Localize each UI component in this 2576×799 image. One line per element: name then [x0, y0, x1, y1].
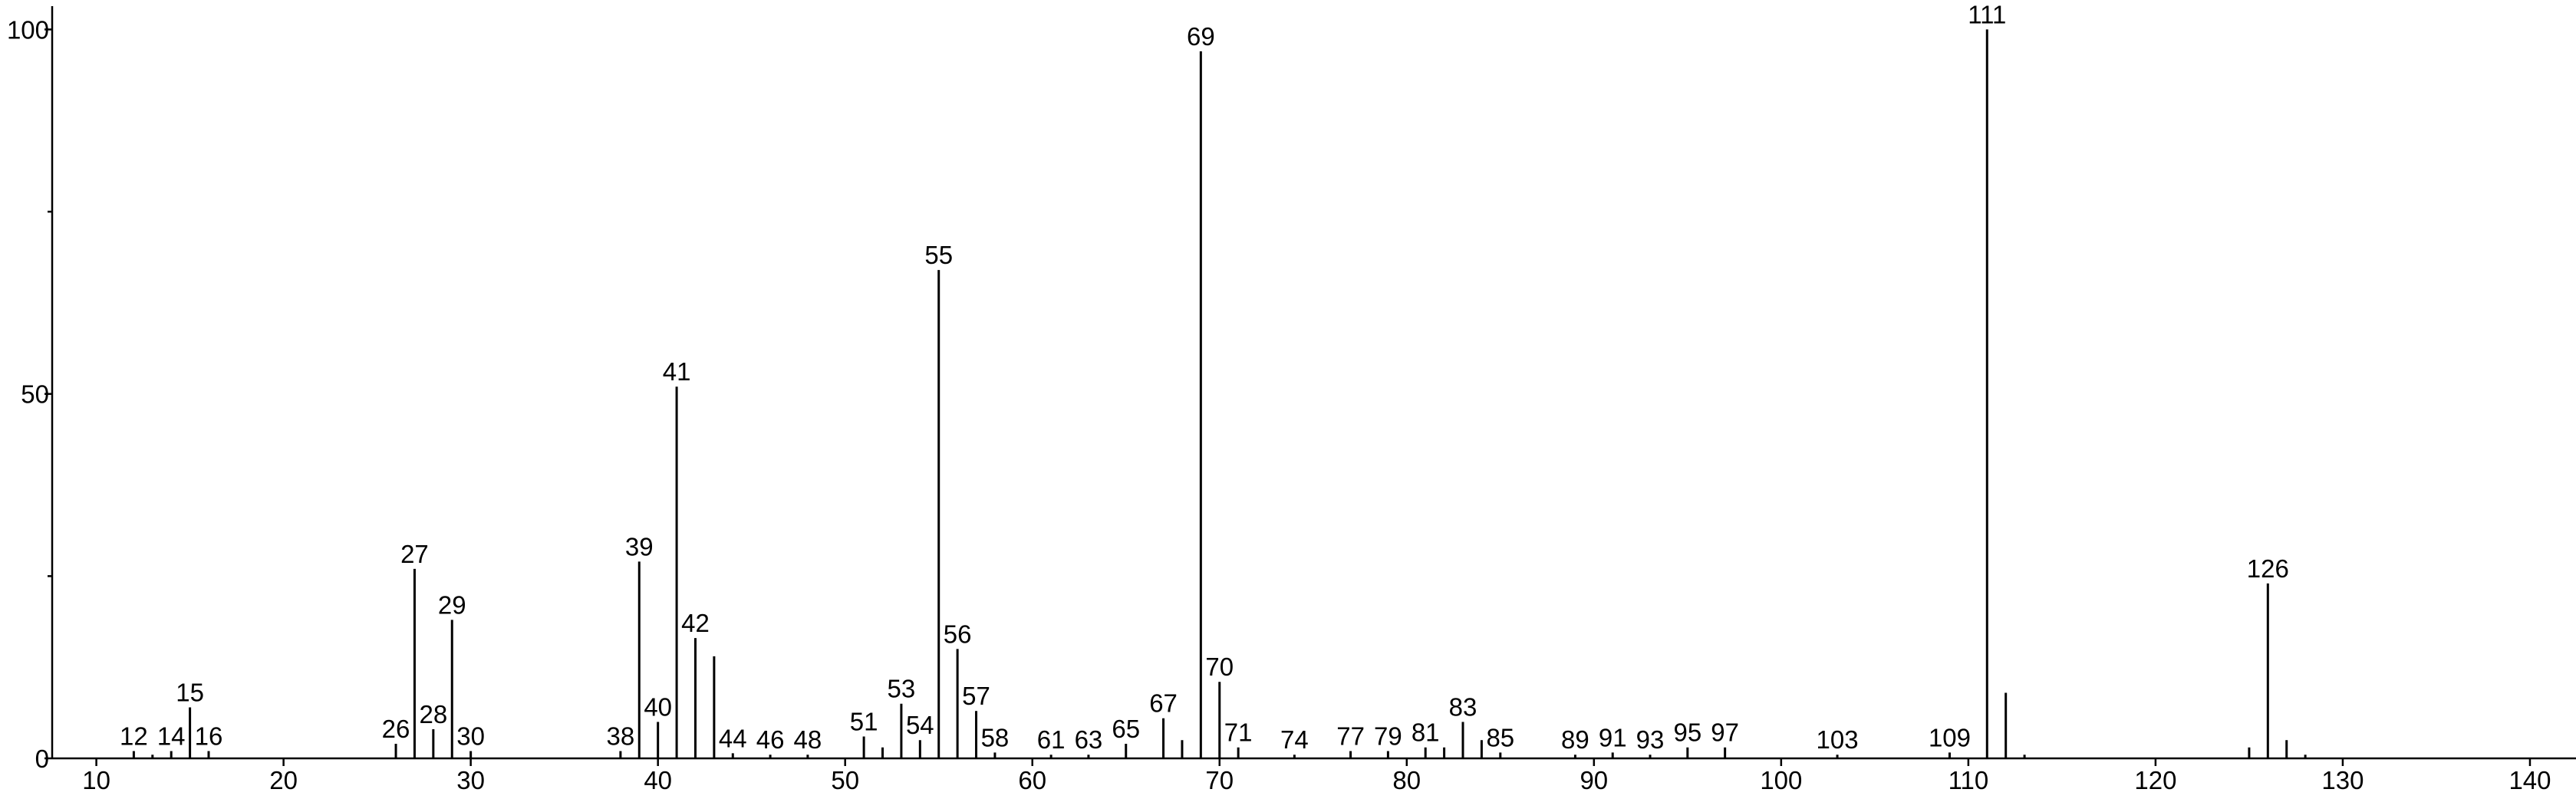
peak-label: 12 [120, 722, 148, 750]
peak-label: 53 [888, 675, 916, 703]
peak-label: 15 [176, 678, 204, 706]
peak-label: 28 [419, 700, 447, 728]
peak-label: 61 [1037, 725, 1066, 754]
peak-label: 46 [756, 725, 785, 754]
y-tick-label: 50 [21, 380, 49, 409]
peak-label: 63 [1075, 725, 1103, 754]
peak-label: 91 [1599, 723, 1627, 751]
peak-label: 77 [1336, 722, 1365, 750]
peak-label: 57 [962, 682, 990, 710]
peak-label: 55 [924, 241, 953, 269]
x-tick-label: 120 [2134, 766, 2176, 794]
peak-label: 38 [607, 722, 635, 750]
x-tick-label: 40 [644, 766, 672, 794]
x-tick-label: 80 [1392, 766, 1421, 794]
x-tick-label: 30 [456, 766, 485, 794]
peak-label: 97 [1711, 718, 1739, 747]
peak-label: 54 [906, 711, 934, 739]
peak-label: 51 [850, 707, 878, 735]
peak-label: 58 [981, 723, 1010, 751]
peak-label: 41 [663, 357, 691, 386]
peak-label: 27 [400, 540, 429, 568]
peak-label: 79 [1374, 722, 1402, 750]
peak-label: 44 [719, 724, 747, 752]
peak-label: 103 [1817, 725, 1859, 754]
peak-label: 71 [1224, 718, 1253, 747]
x-tick-label: 60 [1018, 766, 1046, 794]
x-tick-label: 90 [1580, 766, 1608, 794]
peak-label: 74 [1280, 725, 1309, 754]
peak-label: 111 [1968, 0, 2006, 28]
x-tick-label: 70 [1205, 766, 1234, 794]
peak-label: 16 [195, 722, 223, 750]
peak-label: 48 [794, 725, 822, 754]
x-tick-label: 10 [82, 766, 110, 794]
x-tick-label: 130 [2321, 766, 2364, 794]
peak-label: 40 [644, 692, 672, 721]
x-tick-label: 50 [831, 766, 859, 794]
peak-label: 67 [1149, 689, 1178, 718]
peak-label: 70 [1205, 653, 1234, 681]
y-tick-label: 0 [35, 745, 49, 773]
peak-label: 65 [1112, 715, 1140, 743]
peak-label: 56 [944, 620, 972, 648]
peak-label: 39 [625, 532, 654, 561]
peak-label: 69 [1187, 22, 1215, 51]
x-tick-label: 20 [269, 766, 298, 794]
peak-label: 95 [1673, 718, 1701, 747]
y-tick-label: 100 [7, 15, 49, 44]
peak-label: 14 [157, 722, 186, 750]
peak-label: 26 [382, 715, 410, 743]
peak-label: 42 [681, 609, 710, 637]
x-tick-label: 100 [1760, 766, 1802, 794]
peak-label: 109 [1929, 723, 1971, 751]
peak-label: 83 [1449, 692, 1477, 721]
peak-label: 93 [1636, 725, 1665, 754]
peak-label: 29 [438, 590, 466, 619]
peak-label: 30 [456, 722, 485, 750]
x-tick-label: 110 [1948, 766, 1989, 794]
peak-label: 85 [1486, 723, 1514, 751]
peak-label: 89 [1561, 725, 1589, 754]
peak-label: 81 [1412, 718, 1440, 747]
x-tick-label: 140 [2508, 766, 2551, 794]
peak-label: 126 [2247, 554, 2289, 583]
